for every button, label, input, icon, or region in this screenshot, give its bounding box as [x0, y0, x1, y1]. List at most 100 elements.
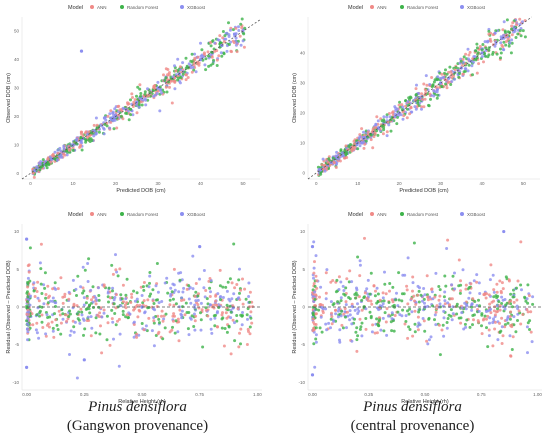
data-point: [509, 310, 513, 314]
data-point: [97, 298, 101, 302]
data-point: [59, 149, 63, 153]
y-tick-label: 20: [300, 111, 306, 116]
data-point: [518, 29, 522, 33]
data-point: [526, 310, 530, 314]
data-point: [425, 83, 429, 87]
data-point: [105, 314, 109, 318]
y-tick-label: 40: [300, 51, 306, 56]
data-point: [344, 315, 347, 319]
data-point: [68, 353, 71, 356]
data-point: [51, 326, 55, 330]
data-point: [227, 33, 231, 37]
data-point: [486, 309, 490, 313]
data-point: [397, 298, 401, 302]
data-point: [416, 315, 420, 319]
data-point: [26, 322, 29, 326]
data-point: [84, 131, 87, 135]
data-point: [122, 300, 125, 304]
x-tick-label: 1.00: [253, 392, 262, 397]
data-point: [90, 326, 94, 330]
data-point: [178, 308, 182, 312]
data-point: [358, 274, 362, 278]
data-point: [118, 108, 122, 112]
legend-marker: [90, 5, 94, 9]
data-point: [481, 43, 485, 46]
data-point: [314, 304, 317, 308]
data-point: [433, 90, 437, 94]
data-point: [330, 311, 333, 315]
data-point: [46, 316, 50, 319]
data-point: [493, 320, 497, 324]
data-point: [106, 291, 110, 295]
data-point: [215, 64, 219, 67]
data-point: [157, 317, 161, 321]
data-point: [36, 296, 40, 300]
data-point: [475, 71, 479, 75]
data-point: [94, 131, 98, 135]
data-point: [222, 40, 226, 44]
data-point: [455, 312, 459, 316]
data-point: [60, 155, 64, 159]
data-point: [362, 130, 365, 134]
chart-panel-1: Model ANN Random Forest XGBoost 0 10 20 30 40 50 0…: [6, 5, 261, 194]
data-point: [499, 329, 503, 333]
data-point: [467, 53, 471, 57]
data-point: [473, 300, 477, 303]
data-point: [445, 72, 449, 76]
data-point: [484, 54, 488, 58]
data-point: [94, 302, 98, 306]
data-point: [241, 302, 245, 306]
data-point: [239, 43, 243, 47]
data-point: [311, 288, 315, 292]
data-point: [406, 302, 410, 306]
data-point: [201, 58, 205, 62]
data-point: [487, 32, 491, 36]
data-point: [92, 134, 96, 138]
data-point: [382, 299, 386, 303]
x-axis-title: Predicted DOB (cm): [399, 188, 448, 194]
data-point: [434, 323, 438, 327]
data-point: [79, 136, 83, 140]
data-point: [204, 68, 208, 72]
data-point: [509, 292, 513, 296]
data-point: [27, 310, 31, 314]
data-point: [320, 330, 324, 334]
y-tick-label: 40: [14, 57, 20, 62]
data-point: [500, 295, 504, 299]
data-point: [245, 313, 249, 317]
data-point: [463, 322, 467, 326]
data-point: [510, 24, 514, 28]
data-point: [414, 87, 418, 91]
data-point: [413, 309, 417, 313]
data-point: [353, 142, 356, 146]
data-point: [436, 77, 440, 81]
data-point: [313, 298, 317, 301]
x-tick-label: 0.75: [477, 392, 486, 397]
data-point: [387, 301, 391, 304]
data-point: [437, 323, 441, 327]
data-point: [394, 298, 398, 302]
data-point: [375, 317, 379, 321]
data-point: [247, 330, 250, 333]
data-point: [65, 153, 69, 157]
data-point: [406, 256, 410, 260]
data-point: [454, 66, 458, 69]
data-point: [354, 296, 357, 300]
data-point: [347, 280, 351, 284]
data-point: [103, 122, 107, 126]
data-point: [168, 85, 171, 89]
data-point: [61, 152, 65, 156]
data-point: [208, 295, 212, 298]
data-point: [332, 302, 336, 306]
data-point: [180, 299, 183, 302]
data-point: [443, 290, 447, 294]
data-point: [500, 325, 504, 329]
data-point: [138, 87, 142, 91]
data-point: [156, 332, 160, 336]
data-point: [98, 332, 102, 336]
y-tick-label: 10: [14, 229, 20, 234]
data-point: [227, 43, 231, 46]
data-point: [325, 268, 329, 272]
data-point: [344, 144, 348, 148]
data-point: [509, 51, 513, 55]
